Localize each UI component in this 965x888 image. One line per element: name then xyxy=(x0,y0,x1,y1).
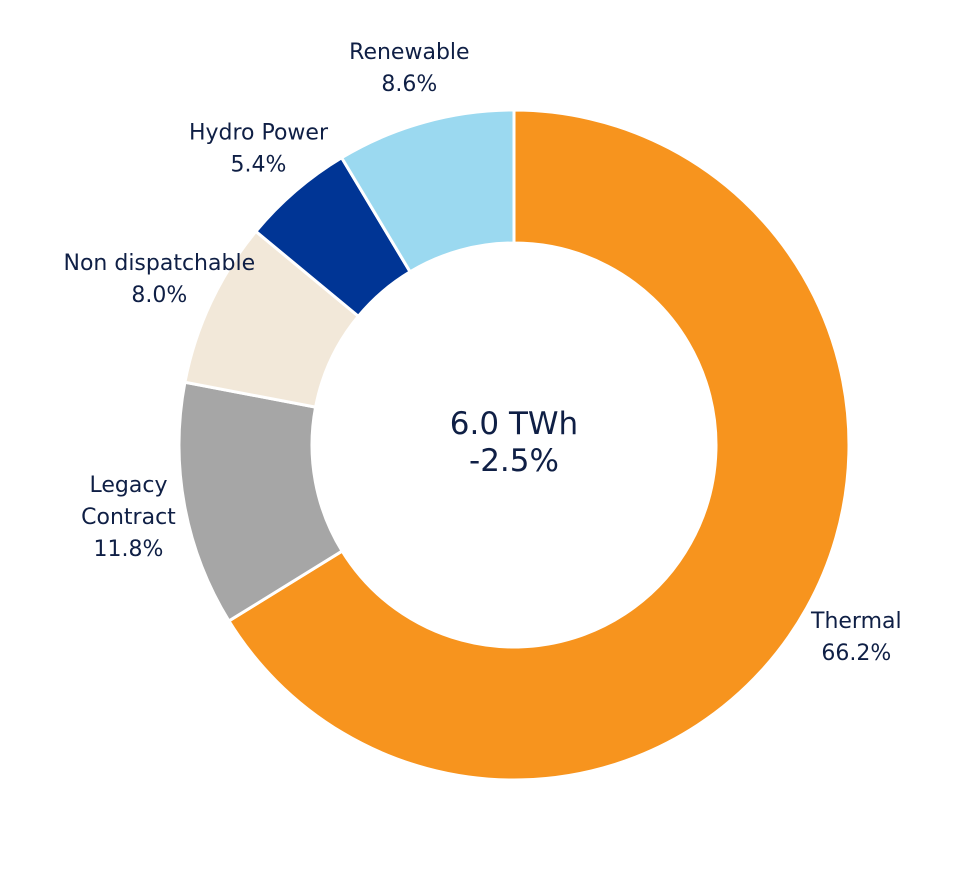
slice-label-renewable: Renewable 8.6% xyxy=(349,40,469,97)
slice-label-hydro-power: Hydro Power 5.4% xyxy=(189,121,329,178)
slice-name-line: Renewable xyxy=(349,40,469,65)
slice-thermal xyxy=(226,108,851,782)
slice-value-label: 8.0% xyxy=(131,283,187,308)
center-total: 6.0 TWh xyxy=(450,406,578,442)
slice-value-label: 11.8% xyxy=(94,537,164,562)
slice-labels: Thermal 66.2% Legacy Contract 11.8% Non dispa… xyxy=(64,40,902,666)
slice-name-line: Legacy xyxy=(90,473,168,498)
slice-label-legacy-contract: Legacy Contract 11.8% xyxy=(81,473,176,562)
slice-name-line: Contract xyxy=(81,505,176,530)
slice-label-thermal: Thermal 66.2% xyxy=(810,609,902,666)
slice-value-label: 66.2% xyxy=(821,641,891,666)
donut-slices xyxy=(177,108,851,782)
slice-value-label: 5.4% xyxy=(231,153,287,178)
slice-value-label: 8.6% xyxy=(381,72,437,97)
slice-name-line: Non dispatchable xyxy=(64,251,256,276)
slice-label-non-dispatchable: Non dispatchable 8.0% xyxy=(64,251,256,308)
slice-name-line: Hydro Power xyxy=(189,121,329,146)
slice-name-line: Thermal xyxy=(810,609,902,634)
center-change: -2.5% xyxy=(469,443,559,479)
slice-renewable xyxy=(339,108,516,274)
